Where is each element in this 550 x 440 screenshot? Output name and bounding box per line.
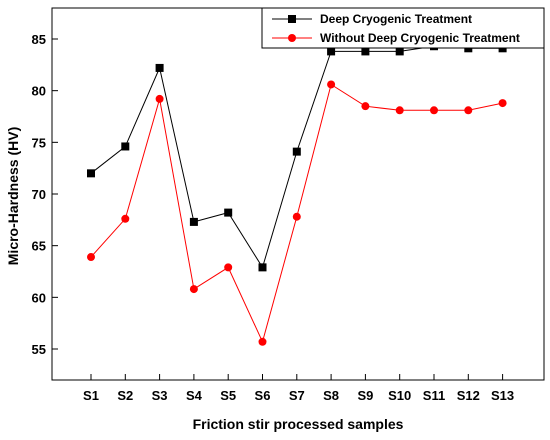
data-point bbox=[87, 253, 95, 262]
data-point bbox=[189, 285, 198, 294]
data-point bbox=[430, 106, 438, 115]
x-tick-label: S5 bbox=[220, 388, 236, 403]
y-tick-label: 60 bbox=[32, 290, 46, 305]
x-axis-title: Friction stir processed samples bbox=[193, 416, 404, 432]
x-tick-label: S7 bbox=[289, 388, 305, 403]
data-point bbox=[224, 263, 233, 272]
data-point bbox=[292, 212, 301, 221]
x-tick-label: S4 bbox=[186, 388, 203, 403]
data-point bbox=[395, 47, 404, 56]
legend-marker bbox=[288, 34, 296, 42]
data-point bbox=[155, 94, 164, 103]
axis-ticks: 55 60 65 70 75 80 85 S1 S2 S3 S4 S5 S6 S7 S8 S9 S10 S11 S1… bbox=[32, 32, 515, 403]
x-tick-label: S10 bbox=[388, 388, 411, 403]
data-point bbox=[224, 208, 233, 217]
y-tick-label: 65 bbox=[32, 239, 46, 254]
data-point bbox=[361, 102, 370, 111]
data-point bbox=[361, 47, 370, 56]
y-tick-label: 75 bbox=[32, 135, 46, 150]
data-point bbox=[258, 337, 267, 346]
x-tick-label: S6 bbox=[255, 388, 271, 403]
x-tick-label: S2 bbox=[117, 388, 133, 403]
legend: Deep Cryogenic Treatment Without Deep Cry… bbox=[261, 7, 545, 49]
x-tick-label: S9 bbox=[357, 388, 373, 403]
series-2 bbox=[87, 80, 507, 346]
legend-box bbox=[261, 7, 545, 49]
y-axis-title: Micro-Hardness (HV) bbox=[5, 127, 21, 265]
x-tick-label: S8 bbox=[323, 388, 339, 403]
legend-item: Without Deep Cryogenic Treatment bbox=[272, 31, 520, 45]
plot-frame bbox=[51, 7, 545, 381]
data-point bbox=[258, 263, 267, 272]
data-point bbox=[121, 142, 130, 151]
x-tick-label: S1 bbox=[83, 388, 99, 403]
legend-label: Without Deep Cryogenic Treatment bbox=[320, 31, 520, 45]
legend-item: Deep Cryogenic Treatment bbox=[272, 12, 472, 26]
data-point bbox=[155, 63, 164, 72]
x-tick-label: S3 bbox=[152, 388, 168, 403]
x-tick-label: S13 bbox=[491, 388, 514, 403]
series-line bbox=[90, 45, 503, 269]
data-point bbox=[87, 169, 95, 178]
legend-label: Deep Cryogenic Treatment bbox=[320, 12, 472, 26]
series-1 bbox=[87, 42, 507, 272]
data-point bbox=[121, 214, 130, 223]
x-tick-label: S12 bbox=[457, 388, 480, 403]
data-point bbox=[327, 47, 336, 56]
data-point bbox=[464, 106, 473, 115]
y-tick-label: 55 bbox=[32, 342, 46, 357]
data-point bbox=[395, 106, 404, 115]
data-point bbox=[292, 147, 301, 156]
legend-marker bbox=[288, 15, 296, 23]
series-layer bbox=[87, 42, 507, 346]
x-tick-label: S11 bbox=[423, 388, 445, 403]
y-tick-label: 85 bbox=[32, 32, 46, 47]
y-tick-label: 70 bbox=[32, 187, 46, 202]
data-point bbox=[327, 80, 336, 89]
data-point bbox=[498, 99, 507, 108]
data-point bbox=[189, 217, 198, 226]
y-tick-label: 80 bbox=[32, 84, 46, 99]
